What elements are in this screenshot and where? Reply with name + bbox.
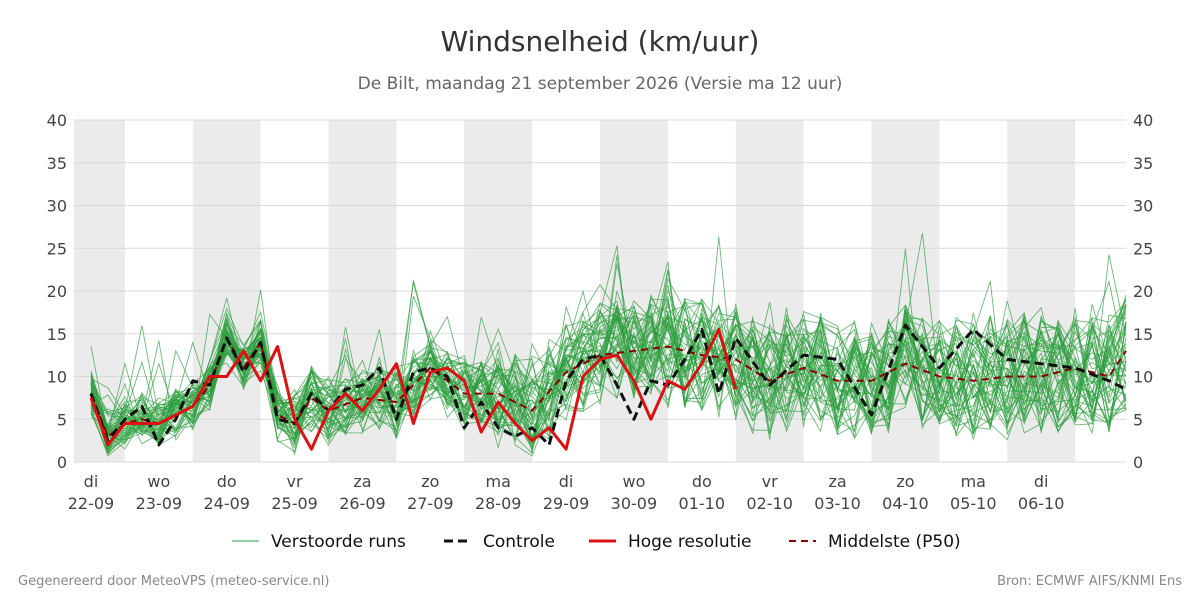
x-tick-day: za [828,472,846,491]
y-tick-label-left: 35 [47,154,67,173]
x-tick-day: vr [762,472,778,491]
y-tick-label-right: 40 [1133,111,1153,130]
legend-label-median: Middelste (P50) [828,532,961,552]
y-tick-label-right: 30 [1133,197,1153,216]
x-tick-date: 24-09 [203,494,250,513]
chart-subtitle: De Bilt, maandag 21 september 2026 (Vers… [358,74,843,94]
main-series [89,323,1127,451]
y-tick-label-right: 35 [1133,154,1153,173]
x-tick-date: 03-10 [814,494,861,513]
y-tick-label-right: 5 [1133,410,1143,429]
y-tick-label-right: 25 [1133,239,1153,258]
ensemble-member-line [90,289,1127,450]
x-tick-day: wo [622,472,645,491]
y-axis-left: 0 5 10 15 20 25 30 35 40 [47,111,67,472]
x-tick-day: zo [421,472,439,491]
x-tick-date: 29-09 [543,494,590,513]
x-tick-date: 02-10 [746,494,793,513]
x-tick-date: 27-09 [407,494,454,513]
x-tick-date: 30-09 [611,494,658,513]
y-tick-label-right: 10 [1133,368,1153,387]
legend-label-hires: Hoge resolutie [628,532,752,552]
x-tick-day: do [692,472,712,491]
ensemble-member-line [90,310,1127,448]
ensemble-member-line [90,295,1127,437]
x-tick-date: 25-09 [271,494,318,513]
x-tick-day: di [1034,472,1049,491]
x-tick-day: di [559,472,574,491]
x-tick-date: 06-10 [1018,494,1065,513]
y-tick-label-left: 25 [47,239,67,258]
ensemble-member-line [90,282,1127,444]
footer-source: Bron: ECMWF AIFS/KNMI Ens [997,574,1182,589]
series-line-hires [89,328,738,451]
y-tick-label-left: 15 [47,325,67,344]
x-tick-day: wo [147,472,170,491]
legend-item-control: Controle [444,532,555,552]
legend-item-hires: Hoge resolutie [589,532,752,552]
y-tick-label-left: 0 [57,453,67,472]
y-tick-label-right: 15 [1133,325,1153,344]
y-tick-label-left: 20 [47,282,67,301]
x-tick-day: zo [896,472,914,491]
x-axis: di 22-09 wo 23-09 do 24-09 vr 25-09 za 26-09 zo 27-… [68,472,1065,513]
x-tick-date: 26-09 [339,494,386,513]
legend-label-control: Controle [483,532,555,552]
x-tick-date: 28-09 [475,494,522,513]
x-tick-day: do [217,472,237,491]
legend: Verstoorde runs Controle Hoge resolutie … [232,532,961,552]
y-tick-label-left: 10 [47,368,67,387]
y-tick-label-left: 30 [47,197,67,216]
x-tick-day: vr [287,472,303,491]
x-tick-date: 04-10 [882,494,929,513]
legend-item-ensemble: Verstoorde runs [232,532,406,552]
legend-item-median: Middelste (P50) [789,532,961,552]
x-tick-day: ma [961,472,986,491]
x-tick-day: di [84,472,99,491]
x-tick-date: 05-10 [950,494,997,513]
y-tick-label-right: 20 [1133,282,1153,301]
y-axis-right: 0 5 10 15 20 25 30 35 40 [1133,111,1153,472]
x-tick-date: 23-09 [136,494,183,513]
x-tick-day: ma [485,472,510,491]
x-tick-date: 22-09 [68,494,115,513]
x-tick-day: za [353,472,371,491]
y-tick-label-left: 40 [47,111,67,130]
grid-lines [74,119,1126,463]
chart-title: Windsnelheid (km/uur) [441,25,760,58]
y-tick-label-left: 5 [57,410,67,429]
y-tick-label-right: 0 [1133,453,1143,472]
ensemble-member-line [90,236,1127,447]
legend-label-ensemble: Verstoorde runs [271,532,406,552]
x-tick-date: 01-10 [679,494,726,513]
footer-generated-by: Gegenereerd door MeteoVPS (meteo-service… [18,574,329,589]
